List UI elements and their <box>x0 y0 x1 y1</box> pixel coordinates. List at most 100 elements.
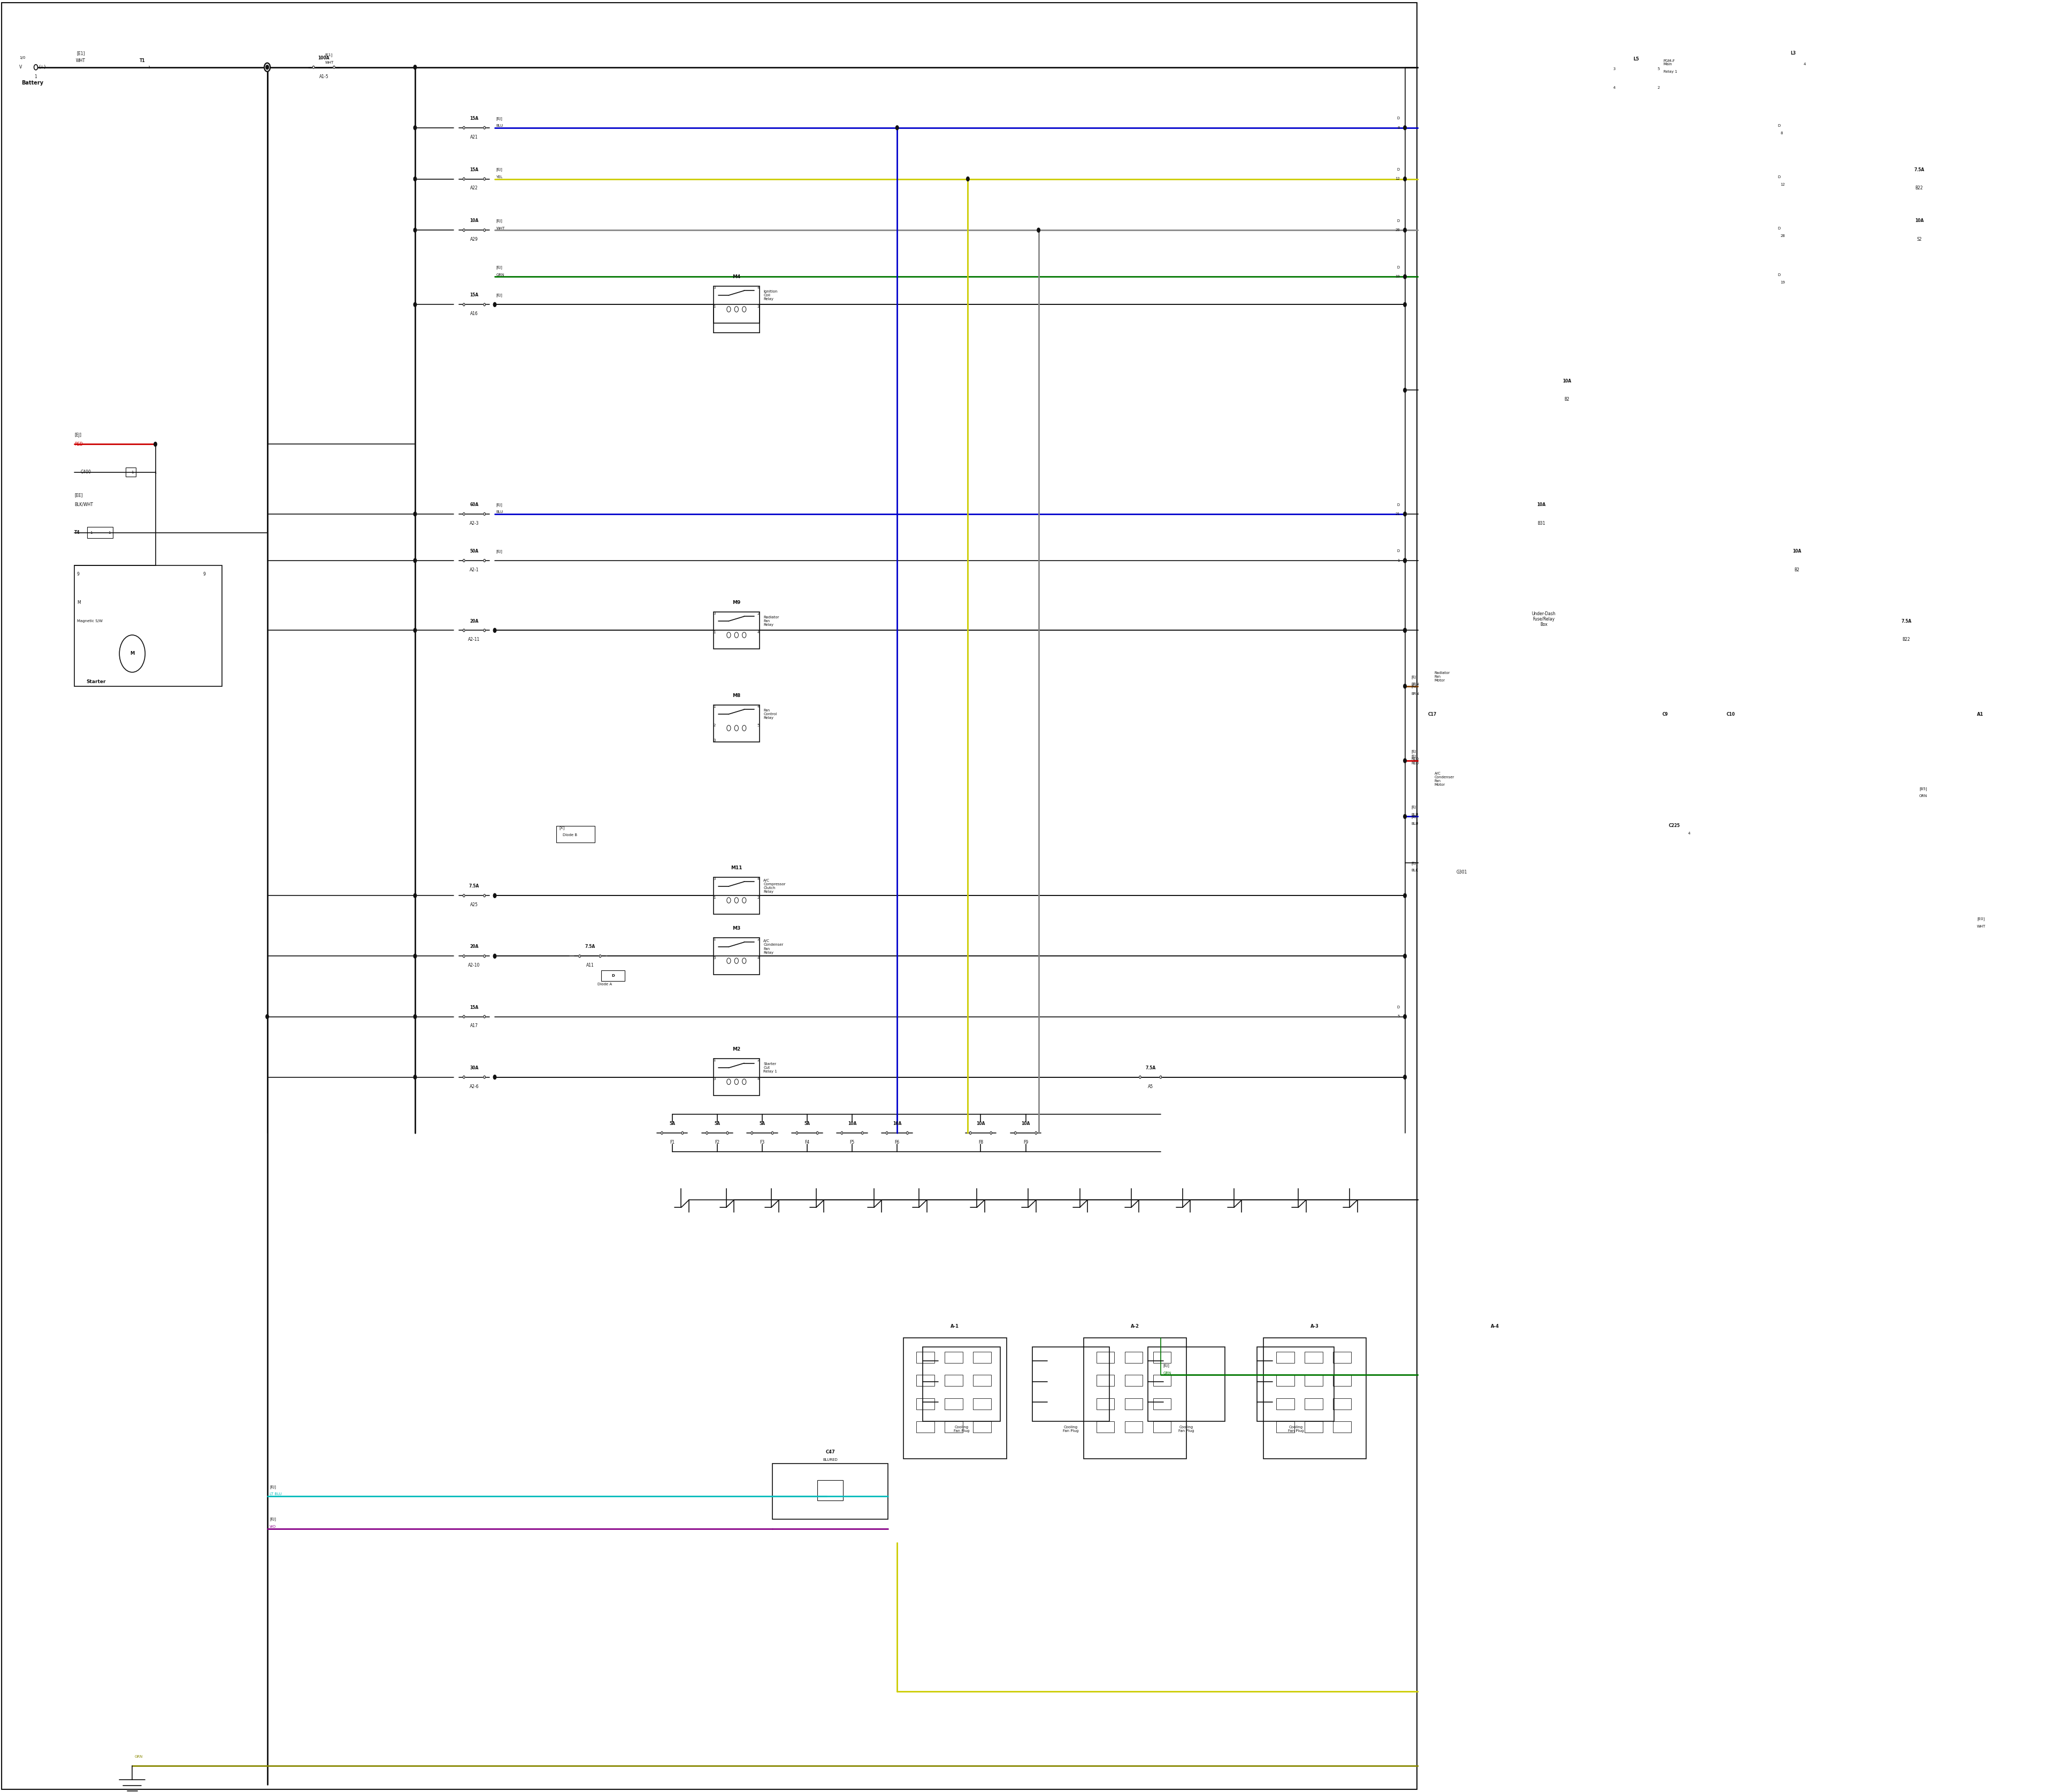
Text: A17: A17 <box>470 1023 479 1029</box>
Text: [EJ]: [EJ] <box>497 168 503 172</box>
Text: 2: 2 <box>758 305 760 308</box>
Circle shape <box>1403 953 1407 959</box>
Circle shape <box>727 959 731 964</box>
Circle shape <box>1403 177 1407 181</box>
Text: D: D <box>1397 116 1399 120</box>
Circle shape <box>741 959 746 964</box>
Text: Diode A: Diode A <box>598 982 612 986</box>
Text: A22: A22 <box>470 186 479 190</box>
Bar <box>945 1421 963 1432</box>
Circle shape <box>1612 65 1614 70</box>
Text: Battery: Battery <box>23 81 43 86</box>
Circle shape <box>1403 303 1407 306</box>
Bar <box>916 1374 935 1387</box>
Bar <box>1485 1398 1504 1410</box>
Circle shape <box>965 177 969 181</box>
Text: 2: 2 <box>758 613 760 615</box>
Circle shape <box>741 1079 746 1084</box>
Text: [EE]: [EE] <box>74 493 82 498</box>
Text: L5: L5 <box>1633 57 1639 61</box>
Text: F1: F1 <box>670 1140 674 1145</box>
Text: 5A: 5A <box>760 1122 764 1125</box>
Bar <box>1126 1421 1142 1432</box>
Text: T4: T4 <box>74 530 80 536</box>
Text: GRN: GRN <box>1163 1371 1171 1374</box>
Text: 8: 8 <box>1397 125 1399 129</box>
Bar <box>1097 1398 1115 1410</box>
Bar <box>1097 1374 1115 1387</box>
Text: 5A: 5A <box>670 1122 676 1125</box>
Circle shape <box>35 65 37 70</box>
Text: [EJ]: [EJ] <box>1411 862 1417 866</box>
Text: D: D <box>1397 550 1399 554</box>
Bar <box>1304 1374 1323 1387</box>
Bar <box>1456 1351 1475 1364</box>
Circle shape <box>1403 629 1407 633</box>
Text: S2: S2 <box>1916 237 1923 242</box>
Text: PGM-F
Main: PGM-F Main <box>1664 59 1676 66</box>
Text: M: M <box>76 600 80 606</box>
Text: YEL: YEL <box>497 176 503 179</box>
Text: 3: 3 <box>713 287 715 290</box>
Text: 3: 3 <box>713 613 715 615</box>
Text: 1: 1 <box>1397 559 1399 563</box>
Bar <box>602 969 624 982</box>
Text: 8: 8 <box>1781 133 1783 134</box>
Bar <box>1276 1421 1294 1432</box>
Circle shape <box>1403 274 1407 280</box>
Text: A2-11: A2-11 <box>468 638 481 642</box>
Bar <box>1126 1374 1142 1387</box>
Text: Cooling
Fan Plug: Cooling Fan Plug <box>1179 1425 1193 1432</box>
Text: B2: B2 <box>1565 398 1569 401</box>
Text: M2: M2 <box>733 1047 741 1052</box>
Text: Relay 1: Relay 1 <box>1664 70 1678 73</box>
Text: A11: A11 <box>585 962 594 968</box>
Text: [EJ]: [EJ] <box>74 432 82 437</box>
Text: 7.5A: 7.5A <box>585 944 596 950</box>
Text: [EJ]: [EJ] <box>497 550 503 554</box>
Bar <box>713 1059 760 1095</box>
Text: M4: M4 <box>733 274 741 280</box>
Circle shape <box>1403 559 1407 563</box>
Text: 4: 4 <box>758 957 760 959</box>
Text: BLU: BLU <box>497 124 503 127</box>
Text: 4: 4 <box>1612 86 1616 90</box>
Bar <box>557 826 596 842</box>
Text: Cooling
Fan Plug: Cooling Fan Plug <box>1062 1425 1078 1432</box>
Text: D: D <box>1779 124 1781 127</box>
Text: Starter: Starter <box>86 679 107 685</box>
Text: WHT: WHT <box>497 226 505 229</box>
Circle shape <box>896 125 900 129</box>
Circle shape <box>1403 758 1407 763</box>
Text: BLURED: BLURED <box>824 1459 838 1460</box>
Text: 9: 9 <box>203 572 205 577</box>
Bar <box>1456 1421 1475 1432</box>
Text: 4: 4 <box>758 704 760 708</box>
Text: 19: 19 <box>1395 274 1399 278</box>
Circle shape <box>735 959 737 964</box>
Bar <box>86 527 113 538</box>
Bar <box>916 1351 935 1364</box>
Text: [EJ]: [EJ] <box>269 1518 275 1521</box>
Bar <box>974 1374 990 1387</box>
Text: F4: F4 <box>805 1140 809 1145</box>
Text: A1: A1 <box>1978 711 1984 717</box>
Text: 4: 4 <box>758 878 760 880</box>
Text: G301: G301 <box>1456 869 1467 874</box>
Circle shape <box>1403 559 1407 563</box>
Circle shape <box>413 65 417 70</box>
Circle shape <box>741 633 746 638</box>
Circle shape <box>727 306 731 312</box>
Bar <box>1514 1351 1530 1364</box>
Circle shape <box>265 63 271 72</box>
Bar <box>1152 1421 1171 1432</box>
Text: Under-Dash
Fuse/Relay
Box: Under-Dash Fuse/Relay Box <box>1532 611 1555 627</box>
Text: A-1: A-1 <box>951 1324 959 1330</box>
Bar <box>1097 1351 1115 1364</box>
Text: 4: 4 <box>1688 831 1690 835</box>
Text: 10A: 10A <box>1563 378 1571 383</box>
Circle shape <box>727 726 731 731</box>
Text: 1: 1 <box>713 305 715 308</box>
Bar <box>974 1398 990 1410</box>
Text: [EJ]: [EJ] <box>1411 676 1417 679</box>
